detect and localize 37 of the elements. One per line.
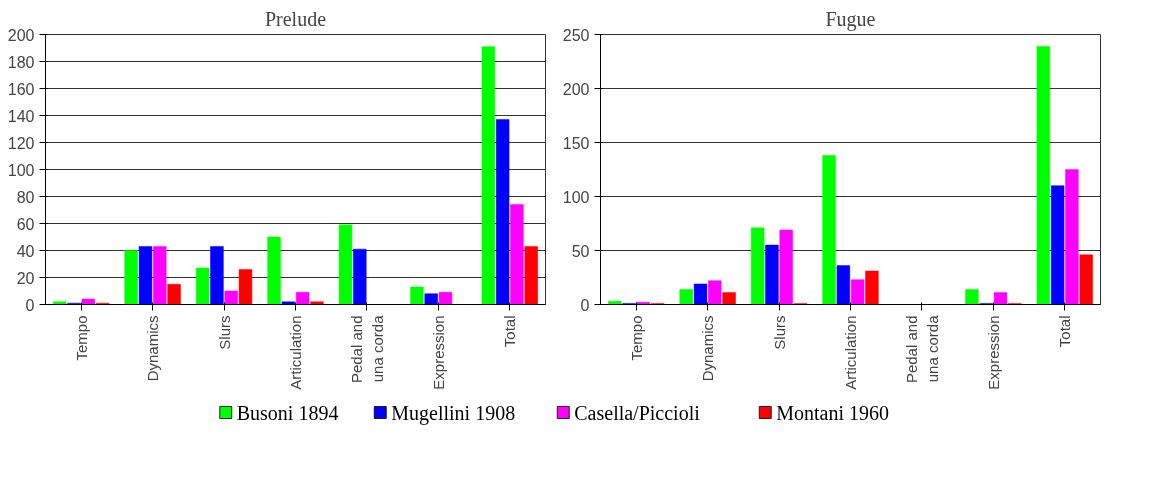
- x-tick-label: Expression: [429, 315, 447, 390]
- y-tick-label: 80: [16, 188, 35, 206]
- y-tick-label: 100: [562, 188, 590, 206]
- x-tick-label: Pedal and una corda: [903, 314, 941, 384]
- y-tick-label: 60: [16, 215, 35, 233]
- y-tick-label: 100: [7, 161, 35, 179]
- y-tick-label: 150: [562, 134, 590, 152]
- x-tick-label: Total: [501, 315, 519, 348]
- x-tick-label: Articulation: [287, 315, 304, 390]
- x-tick-label: Tempo: [72, 315, 90, 361]
- x-tick-label: Articulation: [842, 315, 859, 390]
- y-tick-label: 140: [7, 107, 35, 125]
- legend-label: Montani 1960: [776, 401, 890, 424]
- y-tick-label: 0: [580, 296, 590, 314]
- y-tick-label: 200: [7, 26, 35, 44]
- y-tick-label: 250: [562, 26, 590, 44]
- x-tick-label: Dynamics: [144, 315, 162, 382]
- y-tick-label: 0: [25, 296, 35, 314]
- legend-label: Mugellini 1908: [391, 401, 516, 425]
- chart-title: Fugue: [825, 7, 876, 31]
- x-tick-label: Slurs: [215, 315, 233, 350]
- y-tick-label: 180: [7, 53, 35, 71]
- x-tick-label: Dynamics: [699, 315, 717, 382]
- chart-title: Prelude: [264, 7, 327, 30]
- legend-label: Busoni 1894: [236, 401, 339, 424]
- y-tick-label: 160: [7, 80, 35, 98]
- x-tick-label: Tempo: [627, 315, 645, 361]
- y-tick-label: 20: [16, 269, 35, 287]
- x-tick-label: Pedal and una corda: [348, 314, 386, 384]
- legend-label: Casella/Piccioli: [574, 401, 701, 424]
- y-tick-label: 50: [571, 242, 590, 260]
- x-tick-label: Expression: [984, 315, 1002, 390]
- y-tick-label: 40: [16, 242, 35, 260]
- y-tick-label: 120: [7, 134, 35, 152]
- x-tick-label: Total: [1056, 315, 1074, 348]
- y-tick-label: 200: [562, 80, 590, 98]
- x-tick-label: Slurs: [770, 315, 788, 350]
